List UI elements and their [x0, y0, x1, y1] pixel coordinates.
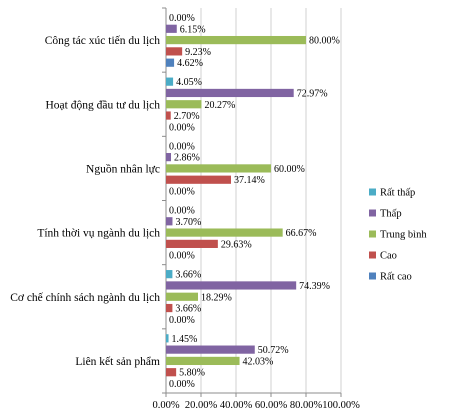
bar [166, 281, 297, 290]
data-label: 6.15% [180, 24, 206, 35]
legend-label: Cao [380, 251, 397, 262]
x-tick-label: 0.00% [152, 400, 179, 411]
data-label: 50.72% [258, 345, 289, 356]
bar [166, 368, 177, 377]
bar [166, 111, 171, 120]
data-label: 0.00% [169, 379, 195, 390]
bar [166, 175, 231, 184]
data-label: 60.00% [274, 164, 305, 175]
bar [166, 35, 306, 45]
legend-swatch [369, 230, 376, 238]
bar [166, 24, 177, 33]
bar [166, 164, 271, 173]
data-label: 80.00% [309, 36, 340, 47]
x-tick-label: 20.00% [185, 400, 218, 411]
x-tick-label: 100.00% [322, 400, 360, 411]
data-label: 0.00% [169, 251, 195, 262]
legend-swatch [369, 188, 376, 196]
data-label: 0.00% [169, 13, 195, 24]
bar [166, 345, 255, 354]
x-tick-label: 80.00% [290, 400, 323, 411]
data-label: 37.14% [234, 175, 265, 186]
bar [166, 356, 240, 366]
bar [166, 334, 169, 343]
data-label: 3.66% [175, 270, 201, 281]
bar [166, 228, 283, 237]
data-label: 2.86% [174, 153, 200, 164]
data-label: 0.00% [169, 187, 195, 198]
legend-swatch [369, 272, 376, 280]
bar [166, 58, 175, 67]
bar [166, 88, 294, 98]
legend-swatch [369, 209, 376, 217]
legend-label: Trung bình [380, 230, 427, 241]
bar [166, 270, 173, 279]
data-label: 1.45% [172, 334, 198, 345]
category-label: Hoạt động đầu tư du lịch [45, 98, 160, 111]
bar [166, 217, 173, 226]
legend-label: Rất cao [380, 272, 412, 283]
legend-label: Thấp [380, 209, 402, 220]
data-label: 4.05% [176, 77, 202, 88]
bar [166, 100, 202, 109]
bar [166, 303, 173, 313]
data-label: 5.80% [179, 368, 205, 379]
data-label: 0.00% [169, 141, 195, 152]
bar [166, 292, 199, 301]
category-label: Nguồn nhân lực [86, 162, 160, 175]
data-label: 3.70% [175, 217, 201, 228]
legend-label: Rất thấp [380, 188, 415, 199]
data-label: 20.27% [204, 100, 235, 111]
data-label: 0.00% [169, 205, 195, 216]
bar [166, 153, 172, 162]
legend-swatch [369, 251, 376, 259]
data-label: 74.39% [299, 281, 330, 292]
data-label: 9.23% [185, 47, 211, 58]
x-tick-label: 40.00% [220, 400, 253, 411]
data-label: 29.63% [221, 239, 252, 250]
category-label: Tính thời vụ ngành du lịch [37, 228, 160, 240]
bar [166, 239, 218, 248]
data-label: 66.67% [286, 228, 317, 239]
data-label: 18.29% [201, 292, 232, 303]
category-label: Cơ chế chính sách ngành du lịch [10, 291, 160, 304]
data-label: 4.62% [177, 58, 203, 69]
bar [166, 77, 174, 86]
data-label: 3.66% [175, 304, 201, 315]
data-label: 0.00% [169, 122, 195, 133]
x-tick-label: 60.00% [255, 400, 288, 411]
category-label: Liên kết sản phẩm [75, 355, 160, 368]
bar [166, 47, 183, 56]
data-label: 0.00% [169, 315, 195, 326]
data-label: 72.97% [297, 88, 328, 99]
data-label: 42.03% [243, 356, 274, 367]
data-label: 2.70% [174, 111, 200, 122]
category-label: Công tác xúc tiến du lịch [45, 34, 161, 47]
